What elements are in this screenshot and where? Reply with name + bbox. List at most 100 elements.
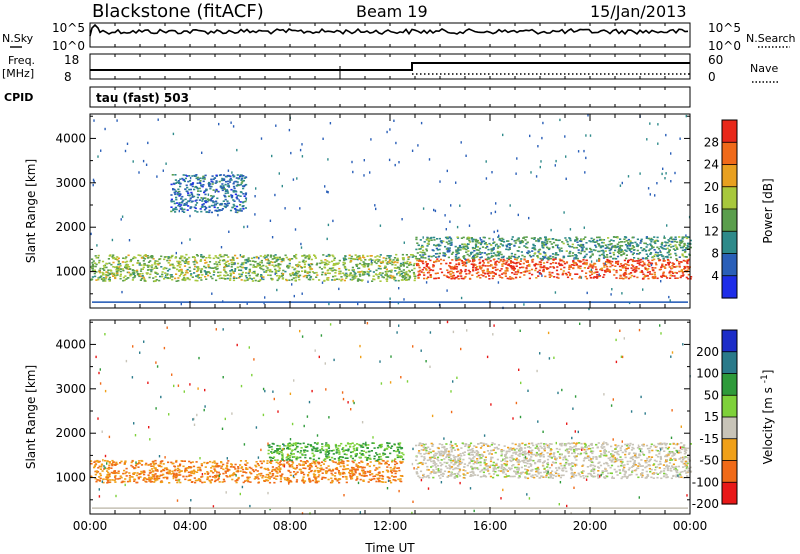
data-cell [160,470,163,473]
data-cell [184,204,187,206]
data-cell [275,478,278,480]
data-cell [147,264,150,267]
data-cell [166,259,169,262]
data-cell [101,271,104,274]
data-cell [514,258,517,260]
data-cell [304,271,307,273]
data-cell [200,210,203,213]
noise-cell [596,259,598,262]
data-cell [426,245,429,247]
data-cell [175,280,178,282]
data-cell [348,275,351,277]
noise-cell [538,272,541,275]
data-cell [468,239,471,242]
data-cell [426,238,429,240]
data-cell [98,476,101,478]
data-cell [392,468,395,470]
data-cell [629,241,632,243]
data-cell [256,463,259,465]
data-cell [595,241,598,243]
data-cell [319,464,322,467]
data-cell [649,239,652,241]
data-cell [222,478,225,481]
data-cell [686,237,689,240]
data-cell [296,471,299,473]
data-cell [472,268,475,271]
data-cell [156,263,159,265]
data-cell [355,263,358,266]
data-cell [666,277,669,279]
data-cell [612,240,615,242]
data-cell [309,278,312,281]
data-cell [529,255,533,258]
data-cell [385,462,388,465]
data-cell [326,457,329,459]
data-cell [419,239,422,241]
data-cell [313,454,316,456]
data-cell [314,461,317,463]
data-cell [399,273,402,276]
data-cell [455,263,458,266]
data-cell [510,266,513,269]
data-cell [202,180,205,183]
data-cell [151,264,154,266]
data-cell [636,238,639,241]
data-cell [579,245,582,247]
data-cell [103,269,106,271]
data-cell [368,465,371,468]
data-cell [234,193,237,196]
data-cell [109,272,112,275]
data-cell [581,270,584,272]
data-cell [475,272,478,275]
data-cell [252,260,255,262]
nsky-label: N.Sky [2,32,34,45]
data-cell [481,252,484,254]
data-cell [633,275,636,278]
data-cell [96,470,100,473]
data-cell [433,244,436,246]
data-cell [139,279,142,281]
noise-cell [370,138,372,141]
data-cell [568,245,571,247]
data-cell [666,262,670,264]
data-cell [207,265,210,268]
data-cell [358,473,361,476]
data-cell [676,241,679,243]
data-cell [416,257,419,260]
data-cell [668,250,671,253]
data-cell [197,478,200,480]
data-cell [657,248,661,250]
data-cell [143,473,146,476]
data-cell [562,256,566,258]
data-cell [513,244,516,247]
data-cell [366,457,370,459]
data-cell [386,445,389,447]
data-cell [172,208,175,210]
data-cell [119,275,122,277]
noise-cell [104,127,106,131]
data-cell [547,247,550,250]
data-cell [115,274,118,277]
data-cell [626,239,629,242]
data-cell [224,198,227,201]
data-cell [367,271,370,274]
data-cell [619,269,622,271]
data-cell [140,264,143,266]
data-cell [492,272,495,274]
data-cell [291,278,294,281]
data-cell [278,256,281,259]
data-cell [278,453,281,455]
data-cell [234,468,237,470]
data-cell [461,261,464,263]
data-cell [266,460,269,462]
data-cell [277,265,280,268]
data-cell [160,480,163,482]
data-cell [647,263,650,265]
data-cell [351,467,354,470]
data-cell [508,278,511,280]
data-cell [295,274,298,277]
data-cell [574,254,577,256]
data-cell [202,184,205,186]
data-cell [294,273,297,275]
data-cell [177,180,180,182]
